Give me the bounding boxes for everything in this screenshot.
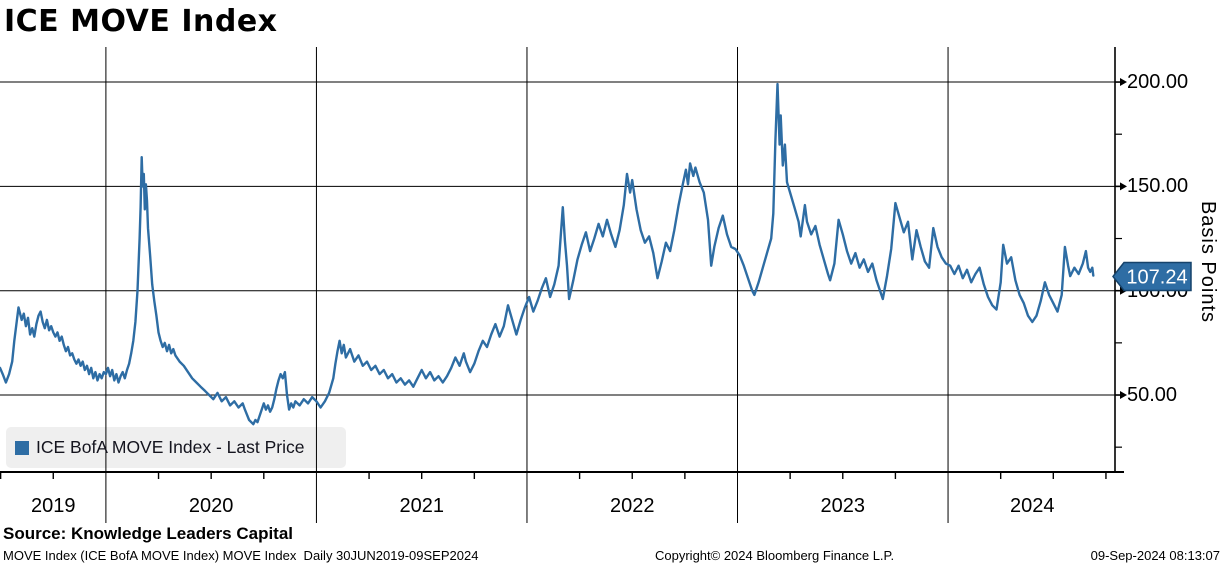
y-tick-label: 100.00: [1127, 279, 1189, 302]
footer-security-description: MOVE Index (ICE BofA MOVE Index) MOVE In…: [3, 548, 479, 563]
x-year-label: 2021: [399, 495, 444, 517]
y-tick-arrow: [1120, 391, 1127, 400]
x-year-label: 2019: [31, 495, 76, 517]
footer-copyright: Copyright© 2024 Bloomberg Finance L.P.: [655, 548, 895, 563]
x-year-label: 2020: [188, 495, 234, 517]
y-tick-label: 150.00: [1127, 175, 1189, 198]
y-tick-label: 200.00: [1127, 71, 1189, 94]
x-year-label: 2022: [609, 495, 655, 517]
y-tick-label: 50.00: [1127, 384, 1178, 406]
y-tick-arrow: [1120, 182, 1127, 191]
y-axis-title: Basis Points: [1197, 200, 1219, 324]
y-tick-arrow: [1120, 78, 1127, 87]
price-line-series: [0, 82, 1095, 426]
x-year-label: 2024: [1010, 495, 1055, 517]
source-attribution: Source: Knowledge Leaders Capital: [3, 524, 294, 543]
y-tick-arrow: [1120, 286, 1127, 295]
legend-box: [6, 427, 346, 468]
x-year-label: 2023: [820, 495, 866, 517]
page-title: ICE MOVE Index: [4, 4, 278, 39]
footer-timestamp: 09-Sep-2024 08:13:07: [1090, 548, 1220, 563]
legend-line-marker-swatch: [15, 441, 29, 455]
legend-series-label: ICE BofA MOVE Index - Last Price: [36, 437, 305, 457]
